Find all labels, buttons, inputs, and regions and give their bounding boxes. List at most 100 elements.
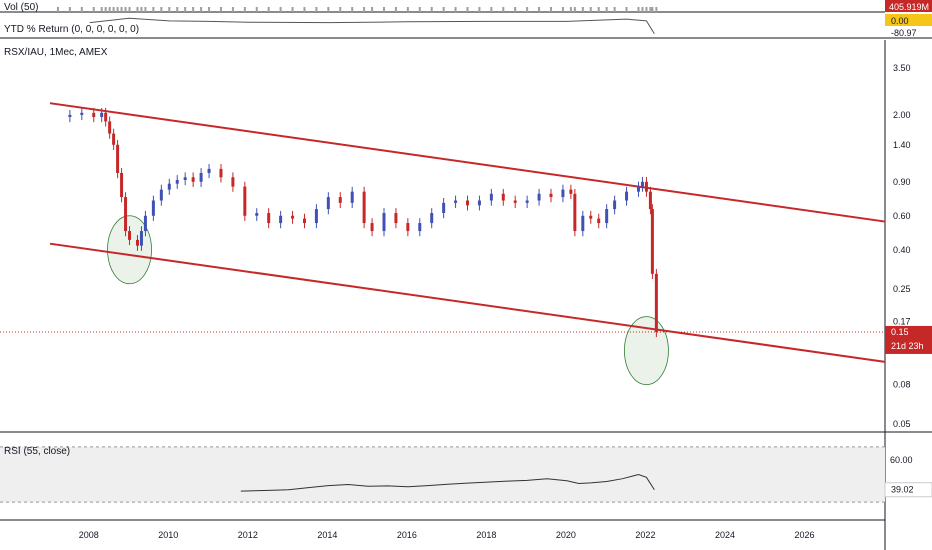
candle-body: [139, 231, 143, 246]
volume-bar: [140, 7, 143, 12]
candle-body: [597, 218, 601, 224]
candle-body: [581, 215, 585, 232]
volume-bar: [589, 7, 592, 12]
volume-bar: [383, 7, 385, 12]
volume-bar: [613, 7, 616, 12]
volume-bar: [418, 7, 421, 12]
volume-bar: [92, 7, 95, 12]
candle-body: [108, 121, 112, 134]
candle-body: [92, 112, 96, 118]
candle-body: [151, 200, 155, 216]
volume-bar: [526, 7, 529, 12]
candle-body: [418, 223, 422, 232]
candle-body: [569, 189, 573, 194]
volume-bar: [339, 7, 342, 12]
volume-bar: [120, 7, 123, 12]
candle-body: [636, 186, 640, 192]
candle-body: [143, 215, 147, 232]
time-axis: 2008 2010 2012 2014 2016 2018 2020 2022 2024 2026: [0, 519, 885, 540]
rsi-tick-60: 60.00: [890, 455, 913, 465]
volume-bar: [327, 7, 330, 12]
rsi-band: [0, 446, 885, 503]
candle-body: [219, 168, 223, 178]
highlight-ellipse: [624, 316, 669, 386]
volume-bar: [569, 7, 572, 12]
candle-body: [605, 209, 609, 224]
price-tick-label: 0.90: [893, 177, 911, 187]
candle-body: [650, 209, 654, 274]
candle-body: [314, 209, 318, 224]
candle-body: [654, 273, 658, 332]
rsi-value: 39.02: [891, 485, 914, 495]
candle-body: [430, 213, 434, 224]
candle-body: [120, 172, 124, 198]
volume-bar: [466, 7, 469, 12]
candle-body: [370, 223, 374, 232]
candle-body: [291, 215, 295, 219]
volume-bars: [56, 7, 658, 12]
volume-bar: [394, 7, 397, 12]
volume-bar: [219, 7, 222, 12]
volume-bar: [605, 7, 608, 12]
price-tick-label: 0.25: [893, 284, 911, 294]
candle-body: [513, 200, 517, 203]
volume-bar: [430, 7, 433, 12]
volume-bar: [581, 7, 584, 12]
volume-bar: [514, 7, 517, 12]
time-tick-label: 2018: [476, 530, 496, 540]
candle-body: [640, 181, 644, 187]
candle-body: [338, 197, 342, 203]
volume-bar: [561, 7, 564, 12]
time-tick-label: 2016: [397, 530, 417, 540]
volume-bar: [108, 7, 111, 12]
volume-bar: [637, 7, 640, 12]
candle-body: [406, 223, 410, 232]
volume-bar: [144, 7, 147, 12]
time-tick-label: 2026: [794, 530, 814, 540]
volume-bar: [406, 7, 409, 12]
candle-body: [183, 177, 187, 180]
candle-body: [454, 200, 458, 203]
candle-body: [128, 231, 132, 240]
candle-body: [159, 189, 163, 201]
candle-body: [135, 239, 139, 246]
candle-body: [279, 215, 283, 224]
volume-bar: [208, 7, 211, 12]
price-tick-label: 2.00: [893, 110, 911, 120]
volume-bar: [454, 7, 457, 12]
price-tick-label: 0.60: [893, 211, 911, 221]
volume-bar: [651, 7, 654, 12]
candle-body: [573, 193, 577, 232]
trendline: [49, 242, 886, 363]
volume-bar: [641, 7, 644, 12]
candle-body: [350, 191, 354, 203]
candle-body: [267, 213, 271, 224]
candles: [68, 107, 658, 338]
candle-body: [302, 218, 306, 224]
volume-bar: [267, 7, 270, 12]
trendlines: [49, 102, 886, 363]
volume-bar: [104, 7, 107, 12]
volume-bar: [168, 7, 171, 12]
volume-bar: [550, 7, 552, 12]
time-tick-label: 2020: [556, 530, 576, 540]
volume-bar: [176, 7, 179, 12]
candle-body: [537, 193, 541, 201]
ytd-pane: YTD % Return (0, 0, 0, 0, 0, 0) 0.00 -80…: [0, 14, 932, 39]
volume-bar: [655, 7, 658, 12]
candle-body: [255, 213, 259, 216]
ytd-value-bottom: -80.97: [891, 28, 917, 38]
price-tick-label: 3.50: [893, 63, 911, 73]
candle-body: [243, 186, 247, 216]
price-tick-label: 0.05: [893, 419, 911, 429]
price-tick-label: 0.17: [893, 316, 911, 326]
candle-body: [589, 215, 593, 219]
candle-body: [549, 193, 553, 198]
volume-value-tag: [885, 0, 932, 12]
candle-body: [124, 197, 128, 232]
candle-body: [116, 144, 120, 173]
candle-body: [613, 200, 617, 210]
volume-bar: [279, 7, 282, 12]
volume-bar: [160, 7, 163, 12]
